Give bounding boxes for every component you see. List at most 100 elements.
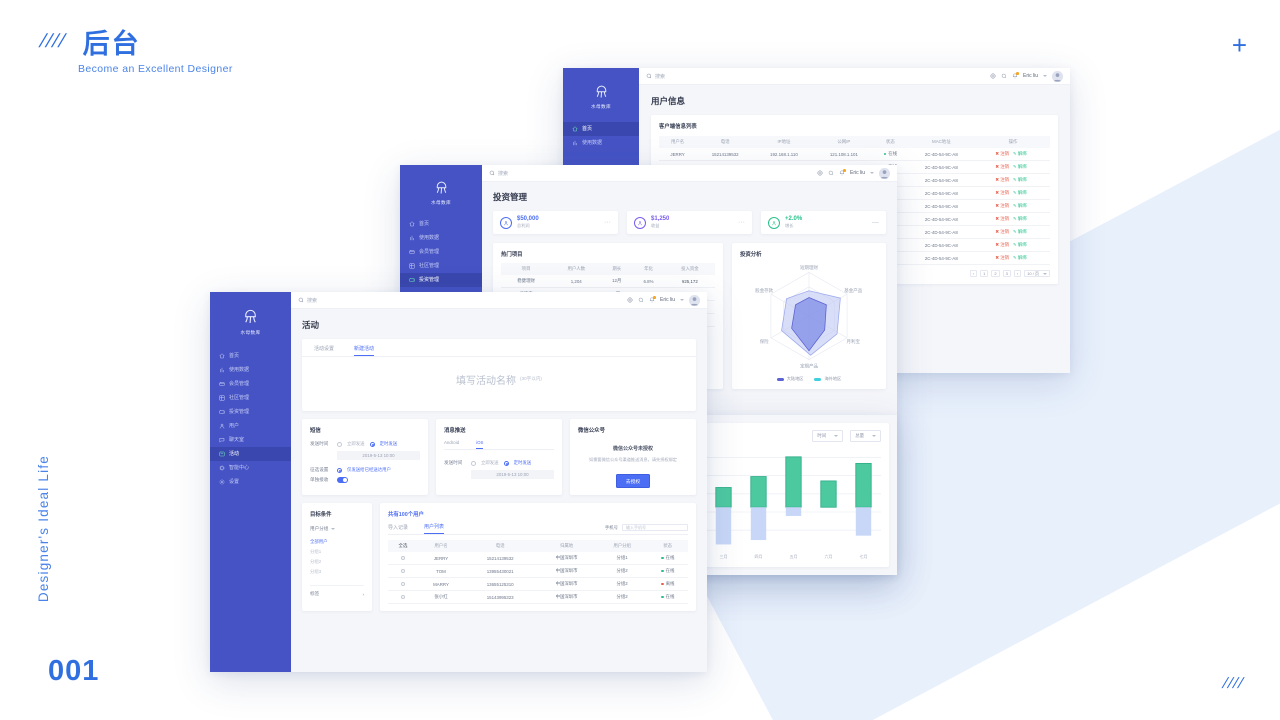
tab-android[interactable]: Android: [444, 440, 460, 445]
user-name[interactable]: Eric liu: [659, 297, 675, 303]
radio-send-now[interactable]: [337, 441, 342, 447]
sidebar-item-2[interactable]: 使用数据: [400, 231, 482, 245]
more-options-icon[interactable]: —: [872, 218, 879, 226]
page-size-select[interactable]: 10 / 页: [1024, 270, 1050, 277]
row-checkbox[interactable]: [388, 577, 418, 592]
unbind-action[interactable]: ✎ 解绑: [1013, 190, 1027, 195]
tab-user-list[interactable]: 用户列表: [424, 523, 445, 535]
bell-icon[interactable]: [1012, 72, 1019, 79]
group-item[interactable]: 分组1: [310, 549, 322, 555]
user-name[interactable]: Eric liu: [1022, 73, 1038, 79]
chevron-down-icon[interactable]: [1043, 75, 1047, 77]
unbind-action[interactable]: ✎ 解绑: [1013, 164, 1027, 169]
tab-import-records[interactable]: 导入记录: [388, 525, 409, 532]
grid-icon[interactable]: [990, 73, 996, 79]
row-actions[interactable]: ✖ 注销 ✎ 解绑: [976, 212, 1050, 226]
unbind-action[interactable]: ✎ 解绑: [1013, 203, 1027, 208]
row-actions[interactable]: ✖ 注销 ✎ 解绑: [976, 251, 1050, 265]
page-button[interactable]: 3: [1002, 270, 1011, 277]
select-all-header[interactable]: 全选: [388, 540, 418, 553]
user-name[interactable]: Eric liu: [849, 170, 865, 176]
bell-icon[interactable]: [839, 169, 846, 176]
sidebar-item-4[interactable]: 社区管理: [400, 259, 482, 273]
avatar[interactable]: [689, 294, 700, 306]
unbind-action[interactable]: ✎ 解绑: [1013, 229, 1027, 234]
unbind-action[interactable]: ✎ 解绑: [1013, 216, 1027, 221]
avatar[interactable]: [879, 167, 890, 179]
table-row[interactable]: MARRY 13655125310 中国深圳市 分组2 离线: [388, 577, 688, 592]
page-button[interactable]: 2: [991, 270, 1000, 277]
bell-icon[interactable]: [649, 296, 656, 303]
row-actions[interactable]: ✖ 注销 ✎ 解绑: [976, 225, 1050, 239]
row-checkbox[interactable]: [388, 564, 418, 579]
grid-icon[interactable]: [627, 297, 633, 303]
unbind-action[interactable]: ✎ 解绑: [1013, 242, 1027, 247]
group-item[interactable]: 全部用户: [310, 539, 328, 545]
sidebar-item-3[interactable]: 会员管理: [400, 245, 482, 259]
cancel-action[interactable]: ✖ 注销: [995, 203, 1009, 208]
sidebar-item-3[interactable]: 会员管理: [210, 377, 291, 391]
cancel-action[interactable]: ✖ 注销: [995, 190, 1009, 195]
table-row[interactable]: 张小红 15143995323 中国深圳市 分组2 在线: [388, 590, 688, 605]
sidebar-item-2[interactable]: 使用数据: [563, 136, 639, 150]
page-next-button[interactable]: ›: [1013, 270, 1022, 277]
push-date-input[interactable]: 2019-5-13 10:00: [471, 470, 554, 479]
search-input[interactable]: 搜索: [298, 297, 622, 304]
authorize-button[interactable]: 去授权: [615, 474, 651, 489]
sidebar-item-8[interactable]: 活动: [210, 447, 291, 461]
sms-date-input[interactable]: 2019-5-13 10:00: [337, 451, 420, 460]
search-input[interactable]: 搜索: [489, 170, 812, 177]
row-checkbox[interactable]: [388, 552, 418, 566]
table-row[interactable]: JERRY 15214139532 中国深圳市 分组1 在线: [388, 552, 688, 566]
grid-icon[interactable]: [817, 170, 823, 176]
filter-time-select[interactable]: 时间: [812, 430, 844, 442]
unbind-action[interactable]: ✎ 解绑: [1013, 177, 1027, 182]
sidebar-item-10[interactable]: 设置: [210, 475, 291, 489]
row-checkbox[interactable]: [388, 590, 418, 605]
page-button[interactable]: 1: [980, 270, 989, 277]
filter-total-select[interactable]: 总量: [850, 430, 881, 442]
activity-name-input[interactable]: 填写活动名称 (30字以内): [302, 357, 696, 401]
chevron-down-icon[interactable]: [870, 172, 874, 174]
row-actions[interactable]: ✖ 注销 ✎ 解绑: [976, 173, 1050, 187]
row-actions[interactable]: ✖ 注销 ✎ 解绑: [976, 238, 1050, 252]
more-options-icon[interactable]: ···: [604, 218, 611, 226]
row-actions[interactable]: ✖ 注销 ✎ 解绑: [976, 199, 1050, 213]
single-receive-toggle[interactable]: [337, 477, 348, 483]
table-row[interactable]: 稳健理财 1,204 12月 6.8% ¥25,172: [501, 275, 715, 288]
sidebar-item-4[interactable]: 社区管理: [210, 391, 291, 405]
radio-send-scheduled[interactable]: [369, 441, 375, 447]
radio-reach-option[interactable]: [337, 467, 342, 473]
sidebar-item-5[interactable]: 投资管理: [400, 273, 482, 287]
tab-ios[interactable]: iOS: [476, 440, 484, 449]
group-item[interactable]: 分组2: [310, 559, 322, 565]
row-actions[interactable]: ✖ 注销 ✎ 解绑: [976, 186, 1050, 200]
search-input[interactable]: 搜索: [646, 73, 985, 80]
row-actions[interactable]: ✖ 注销 ✎ 解绑: [976, 148, 1050, 161]
sidebar-item-1[interactable]: 首页: [563, 122, 639, 136]
cancel-action[interactable]: ✖ 注销: [995, 164, 1009, 169]
page-prev-button[interactable]: ‹: [969, 270, 978, 277]
radio-push-now[interactable]: [471, 460, 476, 466]
unbind-action[interactable]: ✎ 解绑: [1013, 255, 1027, 260]
sidebar-item-2[interactable]: 使用数据: [210, 363, 291, 377]
cancel-action[interactable]: ✖ 注销: [995, 229, 1009, 234]
sidebar-item-9[interactable]: 智能中心: [210, 461, 291, 475]
tab-activity-settings[interactable]: 活动设置: [314, 346, 335, 352]
cancel-action[interactable]: ✖ 注销: [995, 216, 1009, 221]
group-selector[interactable]: 用户分组: [310, 526, 364, 532]
row-actions[interactable]: ✖ 注销 ✎ 解绑: [976, 160, 1050, 174]
radio-push-scheduled[interactable]: [503, 460, 509, 466]
more-options-icon[interactable]: ···: [738, 218, 745, 226]
group-item[interactable]: 分组3: [310, 569, 322, 575]
globe-icon[interactable]: [828, 170, 834, 176]
chevron-down-icon[interactable]: [680, 299, 684, 301]
avatar[interactable]: [1052, 70, 1063, 82]
phone-search-input[interactable]: 输入手机号: [622, 524, 688, 532]
sidebar-item-6[interactable]: 用户: [210, 419, 291, 433]
cancel-action[interactable]: ✖ 注销: [995, 151, 1009, 156]
globe-icon[interactable]: [1001, 73, 1007, 79]
cancel-action[interactable]: ✖ 注销: [995, 255, 1009, 260]
cancel-action[interactable]: ✖ 注销: [995, 242, 1009, 247]
sidebar-item-1[interactable]: 首页: [210, 349, 291, 363]
